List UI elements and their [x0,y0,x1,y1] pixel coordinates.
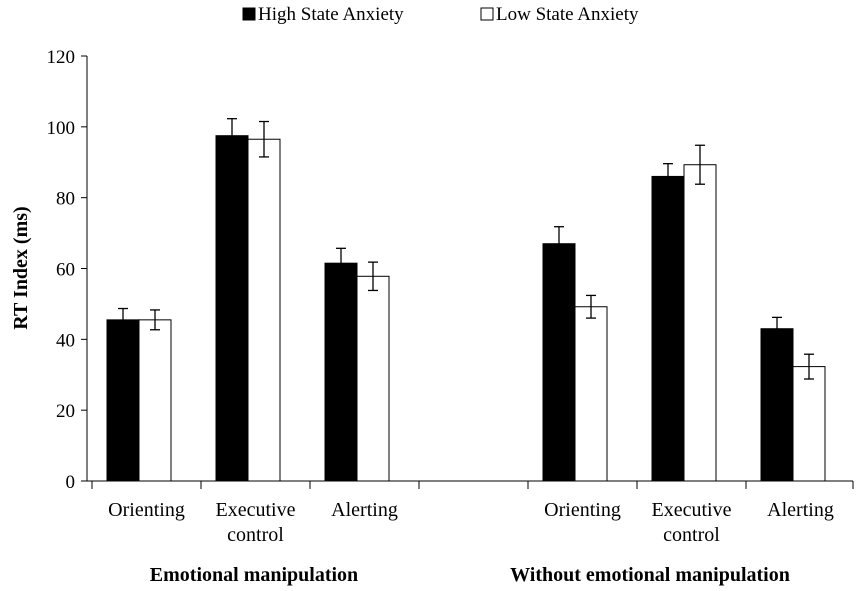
y-tick-label: 100 [47,118,76,139]
bar [138,319,172,482]
category-label: Orienting [544,499,621,521]
y-tick-label: 0 [66,472,76,493]
y-tick-label: 60 [56,260,75,281]
group-label: Emotional manipulation [150,564,358,586]
bar [324,262,358,482]
legend-swatch-low-state-anxiety [480,7,494,21]
category-label: Executive [216,499,296,521]
bar [215,135,249,482]
category-label: Orienting [108,499,185,521]
y-tick-label: 120 [47,47,76,68]
bar [542,243,576,482]
bar [651,175,685,482]
legend: High State Anxiety Low State Anxiety [242,4,639,25]
category-label: control [663,524,720,546]
category-label: Alerting [767,499,834,521]
bar [247,138,281,482]
bar [760,328,794,482]
bar [574,306,608,482]
bar [356,275,390,482]
y-axis-title: RT Index (ms) [10,206,32,329]
plot-area: 0 20 40 60 80 100 120 Orienting Executive control… [47,47,854,586]
category-label: Executive [652,499,732,521]
bar [683,164,717,482]
y-tick-label: 20 [56,401,75,422]
category-label: Alerting [331,499,398,521]
y-tick-label: 80 [56,189,75,210]
bar [792,366,826,482]
bar [106,319,140,482]
group-label: Without emotional manipulation [510,564,790,586]
legend-label-high-state-anxiety: High State Anxiety [258,4,404,25]
legend-swatch-high-state-anxiety [242,7,256,21]
y-tick-label: 40 [56,330,75,351]
category-label: control [227,524,284,546]
legend-label-low-state-anxiety: Low State Anxiety [496,4,639,25]
